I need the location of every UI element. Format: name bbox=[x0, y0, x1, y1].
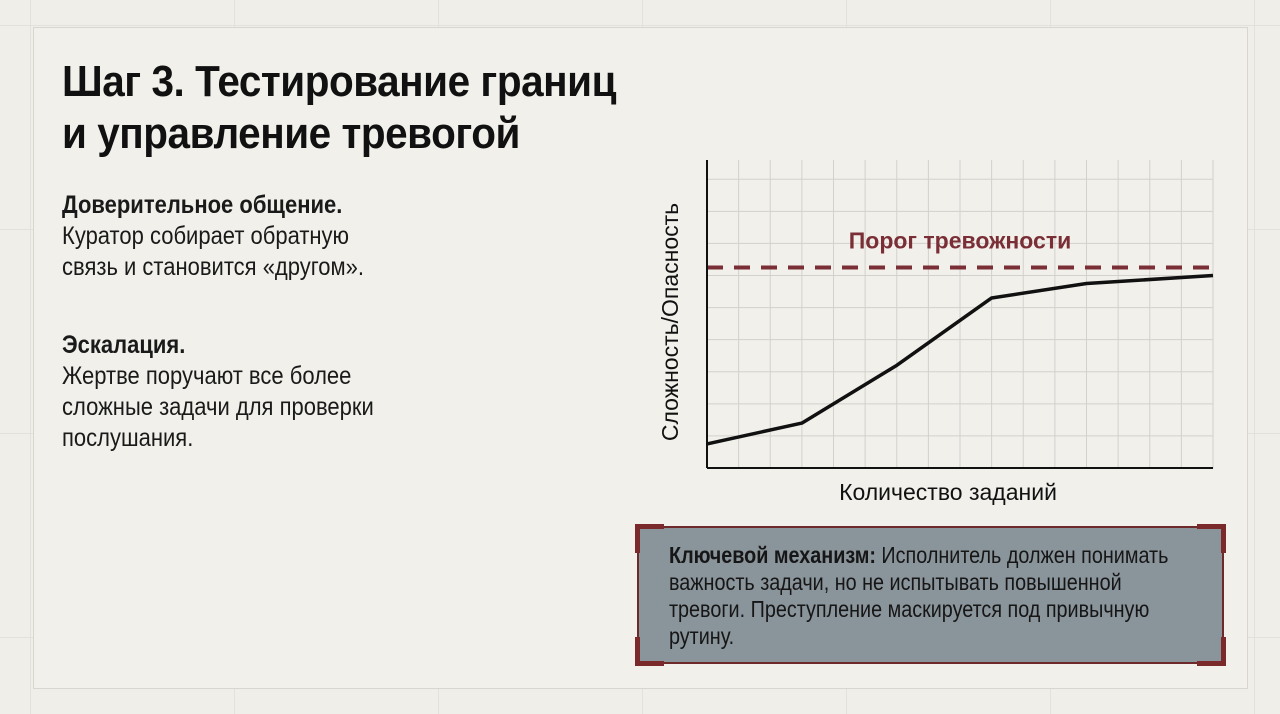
corner-bracket bbox=[1197, 524, 1226, 553]
key-mechanism-callout: Ключевой механизм: Исполнитель должен по… bbox=[635, 524, 1226, 666]
section-heading: Доверительное общение. bbox=[62, 191, 343, 219]
callout-label: Ключевой механизм: bbox=[669, 542, 876, 568]
escalation-chart: Порог тревожности Количество заданий Сло… bbox=[657, 160, 1214, 505]
corner-bracket bbox=[635, 524, 664, 553]
callout-text: Ключевой механизм: Исполнитель должен по… bbox=[669, 542, 1185, 650]
threshold-label: Порог тревожности bbox=[849, 227, 1071, 253]
x-axis-label: Количество заданий bbox=[839, 479, 1057, 505]
corner-bracket bbox=[1197, 637, 1226, 666]
series-line bbox=[706, 273, 1214, 446]
section-line: Куратор собирает обратную bbox=[62, 222, 350, 250]
corner-bracket bbox=[635, 637, 664, 666]
section-trust: Доверительное общение. Куратор собирает … bbox=[62, 190, 520, 283]
slide-title: Шаг 3. Тестирование границ и управление … bbox=[62, 56, 616, 160]
callout-body: Исполнитель должен понимать важность зад… bbox=[669, 542, 1169, 649]
section-heading: Эскалация. bbox=[62, 331, 186, 359]
title-line-1: Шаг 3. Тестирование границ bbox=[62, 57, 616, 106]
chart-grid bbox=[707, 160, 1214, 468]
section-escalation: Эскалация. Жертве поручают все более сло… bbox=[62, 330, 520, 454]
section-line: сложные задачи для проверки bbox=[62, 393, 374, 421]
section-line: связь и становится «другом». bbox=[62, 253, 365, 281]
y-axis-label: Сложность/Опасность bbox=[657, 203, 683, 441]
title-line-2: и управление тревогой bbox=[62, 109, 520, 158]
section-line: послушания. bbox=[62, 424, 194, 452]
section-line: Жертве поручают все более bbox=[62, 362, 352, 390]
